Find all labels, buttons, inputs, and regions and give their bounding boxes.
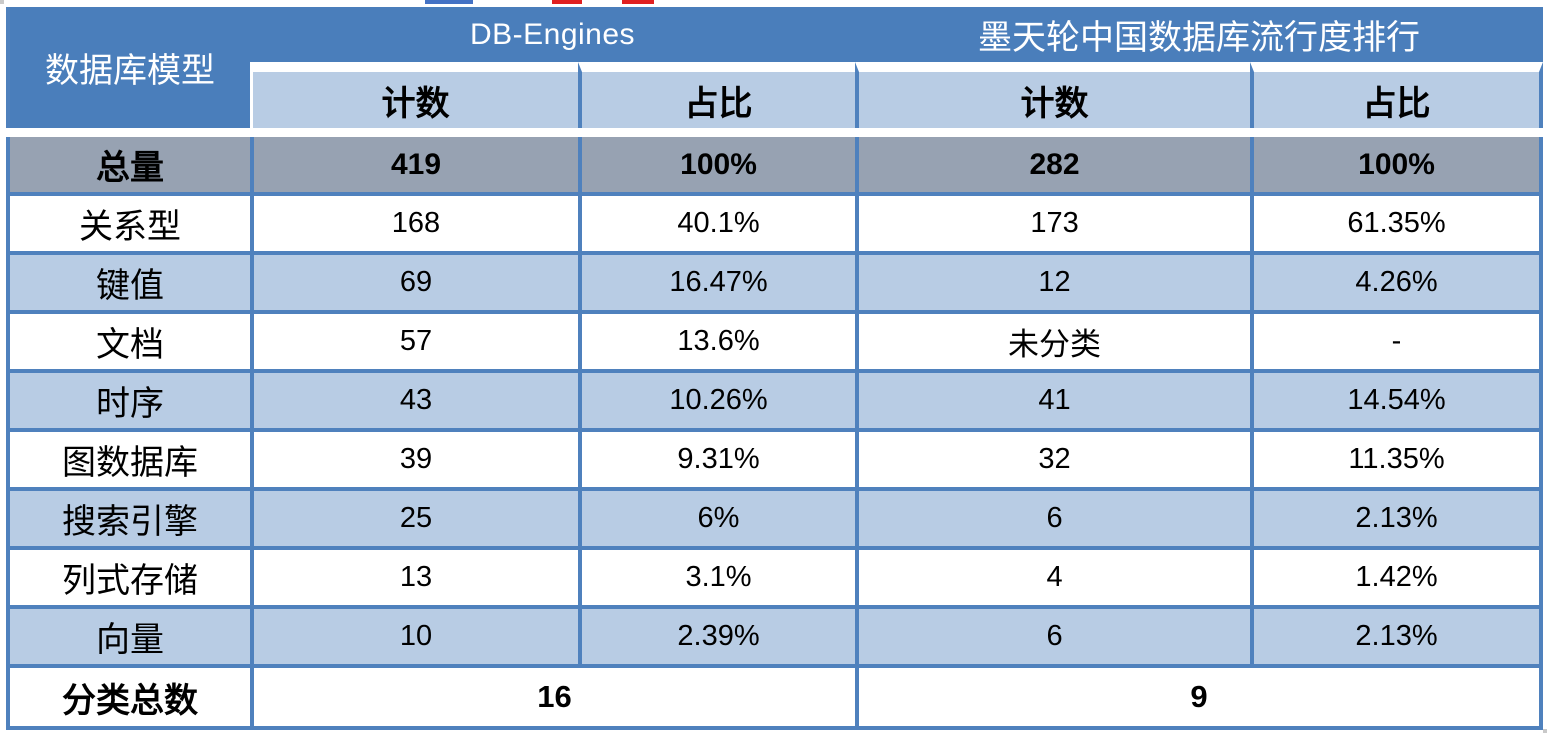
subheader-db-count: 计数 <box>250 62 578 128</box>
cropped-underline-artifact <box>552 0 582 4</box>
db-count-cell: 13 <box>250 550 578 609</box>
row-label: 搜索引擎 <box>6 491 250 550</box>
db-share-cell: 10.26% <box>578 373 856 432</box>
cropped-underline-artifact <box>622 0 654 4</box>
mt-count-cell: 未分类 <box>855 314 1251 373</box>
db-share-cell: 16.47% <box>578 255 856 314</box>
corner-header-cell: 数据库模型 <box>6 7 250 128</box>
db-count-cell: 10 <box>250 609 578 668</box>
db-share-cell: 3.1% <box>578 550 856 609</box>
db-share-cell: 6% <box>578 491 856 550</box>
db-count-cell: 419 <box>250 137 578 196</box>
cropped-corner-artifact <box>0 0 4 4</box>
cropped-text-artifact <box>425 0 473 4</box>
table-row: 搜索引擎 25 6% 6 2.13% <box>6 491 1544 550</box>
mt-share-cell: - <box>1250 314 1544 373</box>
mt-category-total-cell: 9 <box>855 668 1544 730</box>
table-row-total: 总量 419 100% 282 100% <box>6 137 1544 196</box>
mt-count-cell: 32 <box>855 432 1251 491</box>
group-header-motianlun: 墨天轮中国数据库流行度排行 <box>855 7 1544 62</box>
mt-count-cell: 4 <box>855 550 1251 609</box>
mt-count-cell: 41 <box>855 373 1251 432</box>
subheader-db-share: 占比 <box>578 62 856 128</box>
table-footer-row: 分类总数 16 9 <box>6 668 1544 730</box>
row-label: 键值 <box>6 255 250 314</box>
table-row: 图数据库 39 9.31% 32 11.35% <box>6 432 1544 491</box>
table-row: 向量 10 2.39% 6 2.13% <box>6 609 1544 668</box>
row-label: 总量 <box>6 137 250 196</box>
db-count-cell: 39 <box>250 432 578 491</box>
mt-share-cell: 11.35% <box>1250 432 1544 491</box>
table-row: 文档 57 13.6% 未分类 - <box>6 314 1544 373</box>
mt-share-cell: 100% <box>1250 137 1544 196</box>
db-count-cell: 69 <box>250 255 578 314</box>
db-share-cell: 40.1% <box>578 196 856 255</box>
subheader-row: 计数 占比 计数 占比 <box>6 62 1544 128</box>
mt-count-cell: 173 <box>855 196 1251 255</box>
db-count-cell: 25 <box>250 491 578 550</box>
row-label: 关系型 <box>6 196 250 255</box>
db-share-cell: 100% <box>578 137 856 196</box>
row-label: 向量 <box>6 609 250 668</box>
table-row: 列式存储 13 3.1% 4 1.42% <box>6 550 1544 609</box>
group-header-db-engines: DB-Engines <box>250 7 856 62</box>
mt-share-cell: 61.35% <box>1250 196 1544 255</box>
database-model-comparison-table: 数据库模型 DB-Engines 墨天轮中国数据库流行度排行 计数 占比 计数 … <box>6 7 1544 730</box>
cropped-corner-artifact <box>1543 729 1547 733</box>
row-label: 时序 <box>6 373 250 432</box>
gap-cell <box>6 128 1544 137</box>
mt-count-cell: 282 <box>855 137 1251 196</box>
mt-share-cell: 1.42% <box>1250 550 1544 609</box>
row-label: 图数据库 <box>6 432 250 491</box>
mt-count-cell: 6 <box>855 609 1251 668</box>
row-label: 文档 <box>6 314 250 373</box>
db-count-cell: 168 <box>250 196 578 255</box>
mt-share-cell: 14.54% <box>1250 373 1544 432</box>
subheader-mt-share: 占比 <box>1250 62 1544 128</box>
header-body-gap <box>6 128 1544 137</box>
mt-count-cell: 12 <box>855 255 1251 314</box>
row-label: 列式存储 <box>6 550 250 609</box>
db-count-cell: 43 <box>250 373 578 432</box>
db-share-cell: 2.39% <box>578 609 856 668</box>
table-row: 关系型 168 40.1% 173 61.35% <box>6 196 1544 255</box>
table-row: 时序 43 10.26% 41 14.54% <box>6 373 1544 432</box>
mt-share-cell: 2.13% <box>1250 491 1544 550</box>
mt-share-cell: 4.26% <box>1250 255 1544 314</box>
table-row: 键值 69 16.47% 12 4.26% <box>6 255 1544 314</box>
mt-share-cell: 2.13% <box>1250 609 1544 668</box>
group-header-row: 数据库模型 DB-Engines 墨天轮中国数据库流行度排行 <box>6 7 1544 128</box>
footer-label: 分类总数 <box>6 668 250 730</box>
db-share-cell: 9.31% <box>578 432 856 491</box>
db-count-cell: 57 <box>250 314 578 373</box>
db-category-total-cell: 16 <box>250 668 856 730</box>
db-share-cell: 13.6% <box>578 314 856 373</box>
subheader-mt-count: 计数 <box>855 62 1251 128</box>
mt-count-cell: 6 <box>855 491 1251 550</box>
